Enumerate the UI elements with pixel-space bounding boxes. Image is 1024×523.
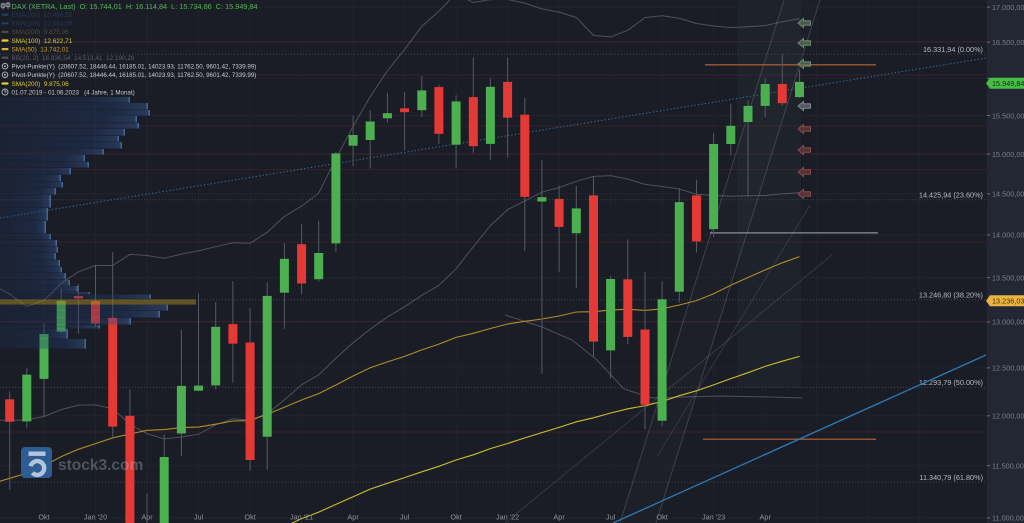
svg-text:Okt: Okt bbox=[656, 513, 667, 522]
svg-text:EMA(200) 10.488,55: EMA(200) 10.488,55 bbox=[12, 12, 73, 19]
svg-text:12.500,00: 12.500,00 bbox=[992, 364, 1024, 373]
svg-text:16.331,94 (0.00%): 16.331,94 (0.00%) bbox=[923, 45, 983, 54]
svg-text:SMA(200) 9.875,06: SMA(200) 9.875,06 bbox=[12, 29, 70, 36]
svg-text:Apr: Apr bbox=[141, 513, 153, 522]
svg-text:14.500,00: 14.500,00 bbox=[992, 190, 1024, 199]
svg-text:11.000,00: 11.000,00 bbox=[992, 514, 1024, 523]
svg-text:stock3.com: stock3.com bbox=[58, 457, 143, 474]
svg-text:SMA(50) 13.742,01: SMA(50) 13.742,01 bbox=[12, 46, 70, 53]
svg-text:13.000,00: 13.000,00 bbox=[992, 318, 1024, 327]
svg-text:15.000,00: 15.000,00 bbox=[992, 150, 1024, 159]
svg-text:13.246,80 (38.20%): 13.246,80 (38.20%) bbox=[919, 291, 983, 300]
svg-text:Jul: Jul bbox=[606, 513, 616, 522]
svg-text:14.425,94 (23.60%): 14.425,94 (23.60%) bbox=[919, 191, 983, 200]
svg-text:SMA(100) 12.622,71: SMA(100) 12.622,71 bbox=[12, 38, 73, 45]
svg-text:Okt: Okt bbox=[450, 513, 461, 522]
svg-text:11.340,79 (61.80%): 11.340,79 (61.80%) bbox=[919, 473, 983, 482]
svg-text:16.500,00: 16.500,00 bbox=[992, 38, 1024, 47]
svg-text:Pivot-Punkte(Y) (20607.52, 18: Pivot-Punkte(Y) (20607.52, 18446.44, 161… bbox=[12, 72, 257, 79]
svg-text:Okt: Okt bbox=[244, 513, 255, 522]
svg-text:15.500,00: 15.500,00 bbox=[992, 111, 1024, 120]
svg-text:Apr: Apr bbox=[760, 513, 772, 522]
svg-text:Jan '21: Jan '21 bbox=[290, 513, 313, 522]
svg-text:DAX (XETRA, Last) O: 15.744,0: DAX (XETRA, Last) O: 15.744,01 H: 16.114… bbox=[12, 2, 258, 11]
svg-text:13.500,00: 13.500,00 bbox=[992, 273, 1024, 282]
svg-text:15.949,84: 15.949,84 bbox=[992, 79, 1024, 88]
svg-text:Jul: Jul bbox=[400, 513, 410, 522]
svg-text:01.07.2019 - 01.06.2023 (4 J: 01.07.2019 - 01.06.2023 (4 Jahre, 1 Mona… bbox=[12, 89, 135, 96]
svg-text:Jan '23: Jan '23 bbox=[702, 513, 725, 522]
svg-text:17.000,00: 17.000,00 bbox=[992, 3, 1024, 12]
svg-text:Jul: Jul bbox=[194, 513, 204, 522]
svg-text:Jan '22: Jan '22 bbox=[496, 513, 519, 522]
svg-text:EMA(100) 12.564,56: EMA(100) 12.564,56 bbox=[12, 21, 73, 28]
svg-text:11.500,00: 11.500,00 bbox=[992, 462, 1024, 471]
svg-text:13.236,03: 13.236,03 bbox=[992, 297, 1024, 306]
svg-text:Pivot-Punkte(Y) (20607.52, 18: Pivot-Punkte(Y) (20607.52, 18446.44, 161… bbox=[12, 64, 257, 71]
svg-text:12.000,00: 12.000,00 bbox=[992, 412, 1024, 421]
svg-text:12.293,79 (50.00%): 12.293,79 (50.00%) bbox=[919, 378, 983, 387]
svg-text:Apr: Apr bbox=[553, 513, 565, 522]
svg-text:SMA(200) 9.875,06: SMA(200) 9.875,06 bbox=[12, 81, 70, 88]
svg-text:BB(20, 2) 16.836,54 14.513,4: BB(20, 2) 16.836,54 14.513,41 12.190,28 bbox=[12, 55, 135, 62]
svg-text:Okt: Okt bbox=[38, 513, 49, 522]
svg-text:Apr: Apr bbox=[347, 513, 359, 522]
svg-text:Jan '20: Jan '20 bbox=[84, 513, 107, 522]
svg-text:14.000,00: 14.000,00 bbox=[992, 231, 1024, 240]
